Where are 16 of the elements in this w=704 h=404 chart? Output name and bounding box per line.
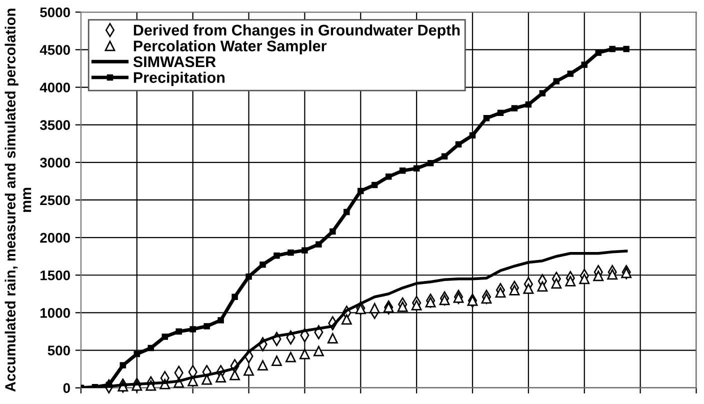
y-tick-label: 500 (48, 346, 70, 356)
y-tick-label: 2000 (40, 232, 70, 243)
y-tick-label: 0 (63, 383, 70, 394)
y-tick-label: 1500 (40, 270, 70, 280)
y-tick-label: 3500 (40, 120, 70, 130)
y-tick-label: 3000 (40, 158, 70, 168)
legend-label: SIMWASER (133, 56, 216, 68)
legend-label: Derived from Changes in Groundwater Depth (134, 24, 460, 39)
y-tick-label: 4000 (40, 82, 70, 92)
y-axis-title: Accumulated rain, measured and simulated percolation mm (4, 8, 32, 392)
y-tick-label: 4500 (40, 45, 70, 55)
y-tick-label: 1000 (40, 308, 70, 318)
y-tick-label: 5000 (40, 7, 70, 18)
legend-label: Precipitation (134, 72, 224, 86)
legend-label: Percolation Water Sampler (134, 40, 327, 54)
y-tick-label: 2500 (40, 195, 70, 206)
